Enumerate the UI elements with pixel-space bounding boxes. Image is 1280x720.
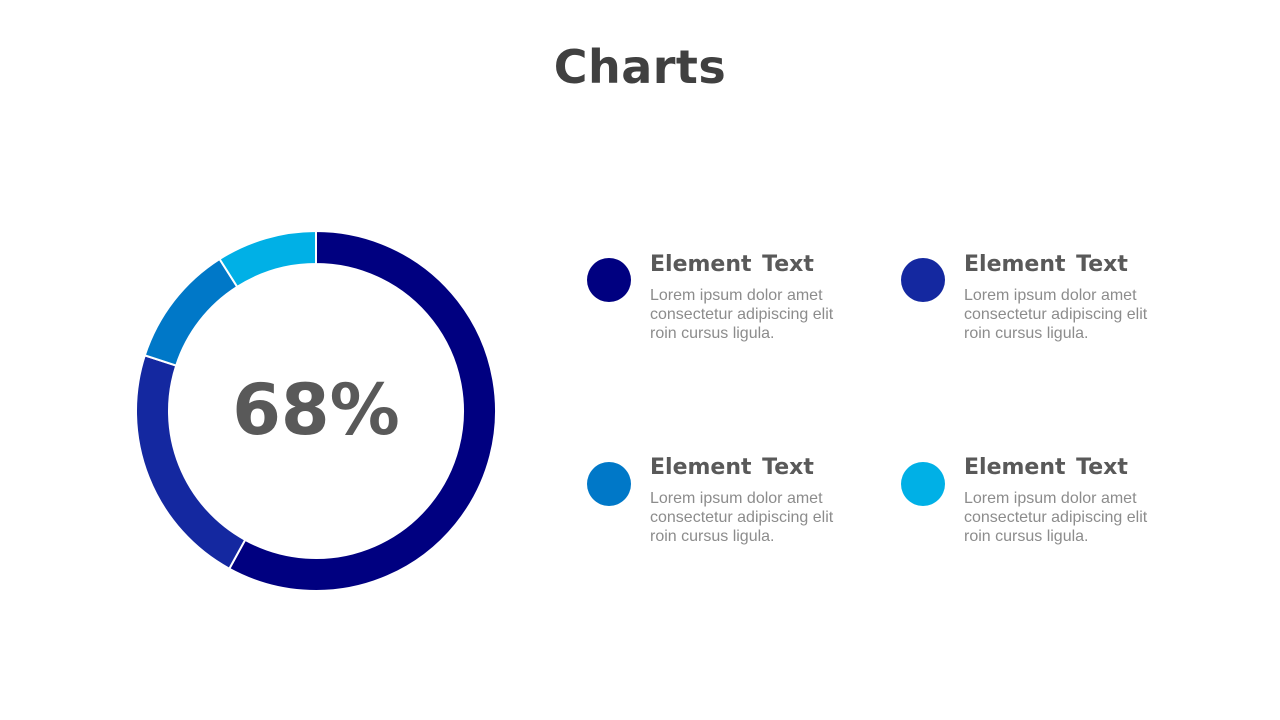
donut-chart xyxy=(136,231,496,591)
legend-item-1: Element Text Lorem ipsum dolor amet cons… xyxy=(587,252,887,362)
page-title: Charts xyxy=(553,40,727,94)
donut-slice-1 xyxy=(227,231,496,591)
legend-title-4: Element Text xyxy=(964,455,1128,480)
legend-dot-2 xyxy=(901,258,945,302)
legend-body-4: Lorem ipsum dolor amet consectetur adipi… xyxy=(964,490,1148,545)
legend-item-3: Element Text Lorem ipsum dolor amet cons… xyxy=(587,455,887,565)
legend-body-1: Lorem ipsum dolor amet consectetur adipi… xyxy=(650,287,834,342)
legend-title-2: Element Text xyxy=(964,252,1128,277)
legend-item-4: Element Text Lorem ipsum dolor amet cons… xyxy=(901,455,1201,565)
center-value: 68% xyxy=(232,369,400,451)
legend-dot-3 xyxy=(587,462,631,506)
legend-body-2: Lorem ipsum dolor amet consectetur adipi… xyxy=(964,287,1148,342)
legend-title-3: Element Text xyxy=(650,455,814,480)
legend-dot-4 xyxy=(901,462,945,506)
donut-slice-4 xyxy=(218,231,317,289)
legend-dot-1 xyxy=(587,258,631,302)
legend-title-1: Element Text xyxy=(650,252,814,277)
donut-slice-3 xyxy=(143,257,239,367)
legend-item-2: Element Text Lorem ipsum dolor amet cons… xyxy=(901,252,1201,362)
legend-body-3: Lorem ipsum dolor amet consectetur adipi… xyxy=(650,490,834,545)
